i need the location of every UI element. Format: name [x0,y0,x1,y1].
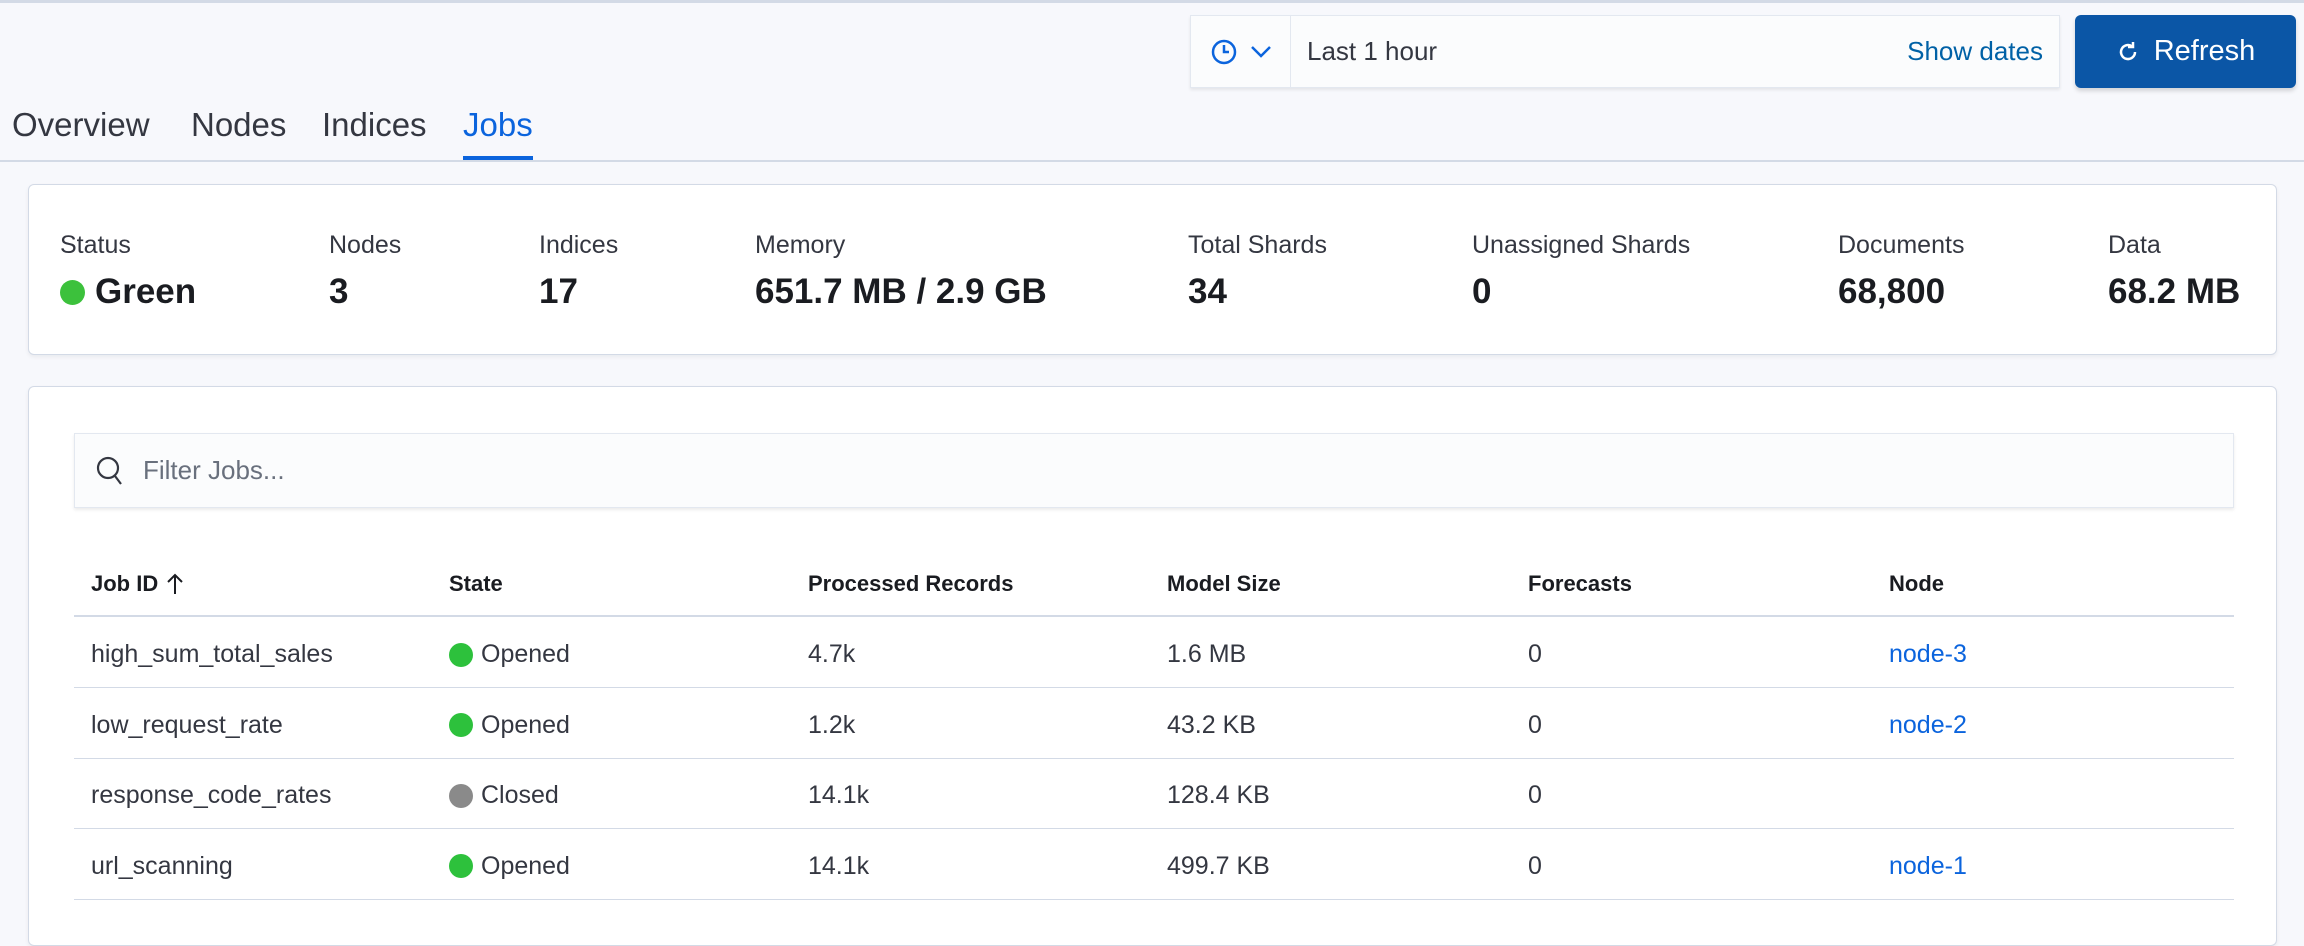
filter-jobs-input[interactable] [143,455,2233,486]
model-size: 128.4 KB [1167,781,1270,809]
model-size: 1.6 MB [1167,640,1247,668]
processed-records: 14.1k [808,781,870,809]
date-picker: Last 1 hour Show dates [1190,15,2060,88]
top-border [0,0,2304,3]
filter-jobs-search [74,433,2234,508]
refresh-button[interactable]: Refresh [2075,15,2296,88]
node-link[interactable]: node-2 [1889,710,1967,739]
jobs-panel: Job ID State Processed Records Model Siz… [28,386,2277,946]
column-processed-records[interactable]: Processed Records [808,571,1014,596]
job-state: Opened [449,852,570,881]
state-dot [449,713,473,737]
forecasts: 0 [1528,781,1542,809]
stat-memory: Memory 651.7 MB / 2.9 GB [755,231,1047,311]
tab-indices[interactable]: Indices [322,106,427,143]
table-row: low_request_rate Opened 1.2k 43.2 KB 0 n… [74,689,2234,759]
refresh-icon [2119,41,2136,60]
table-row: high_sum_total_sales Opened 4.7k 1.6 MB … [74,618,2234,688]
tab-nodes[interactable]: Nodes [191,106,287,143]
model-size: 43.2 KB [1167,710,1256,739]
cluster-summary-panel: Status Green Nodes 3 Indices 17 Memory 651.7… [28,184,2277,355]
time-range-value[interactable]: Last 1 hour [1307,36,1438,66]
clock-icon [1211,39,1236,64]
column-node[interactable]: Node [1889,571,1944,596]
forecasts: 0 [1528,851,1542,880]
stat-total-shards: Total Shards 34 [1188,231,1327,311]
column-state[interactable]: State [449,571,503,596]
stat-nodes: Nodes 3 [329,231,402,311]
state-dot [449,854,473,878]
search-icon [96,456,122,485]
job-id: url_scanning [91,851,233,880]
column-forecasts[interactable]: Forecasts [1528,571,1632,596]
sort-ascending-icon [167,573,183,594]
job-state: Opened [449,711,570,740]
column-model-size[interactable]: Model Size [1167,571,1281,596]
tab-bar: Overview Nodes Indices Jobs [0,100,2304,162]
show-dates-link[interactable]: Show dates [1907,36,2043,66]
quick-select-button[interactable] [1191,16,1291,87]
stat-unassigned-shards: Unassigned Shards 0 [1472,231,1691,311]
job-state: Closed [449,781,559,810]
state-dot [449,783,473,808]
job-state: Opened [449,640,570,669]
job-id: response_code_rates [91,781,332,809]
tab-overview[interactable]: Overview [12,106,150,143]
stat-data: Data 68.2 MB [2108,231,2241,311]
node-link[interactable]: node-3 [1889,640,1967,668]
chevron-down-icon [1250,45,1271,58]
status-green-dot [60,279,85,305]
job-id: high_sum_total_sales [91,640,333,668]
table-header: Job ID State Processed Records Model Siz… [74,557,2234,617]
refresh-label: Refresh [2153,35,2256,67]
forecasts: 0 [1528,640,1542,668]
stat-documents: Documents 68,800 [1838,231,1965,311]
forecasts: 0 [1528,710,1542,739]
table-row: response_code_rates Closed 14.1k 128.4 K… [74,759,2234,829]
processed-records: 1.2k [808,710,856,739]
column-job-id[interactable]: Job ID [91,571,184,597]
stat-status: Status Green [60,231,197,311]
model-size: 499.7 KB [1167,851,1270,880]
processed-records: 14.1k [808,851,870,880]
stat-indices: Indices 17 [539,231,619,311]
processed-records: 4.7k [808,640,856,668]
state-dot [449,642,473,667]
table-row: url_scanning Opened 14.1k 499.7 KB 0 nod… [74,830,2234,900]
node-link[interactable]: node-1 [1889,851,1967,880]
tab-jobs[interactable]: Jobs [463,106,533,160]
job-id: low_request_rate [91,710,283,739]
